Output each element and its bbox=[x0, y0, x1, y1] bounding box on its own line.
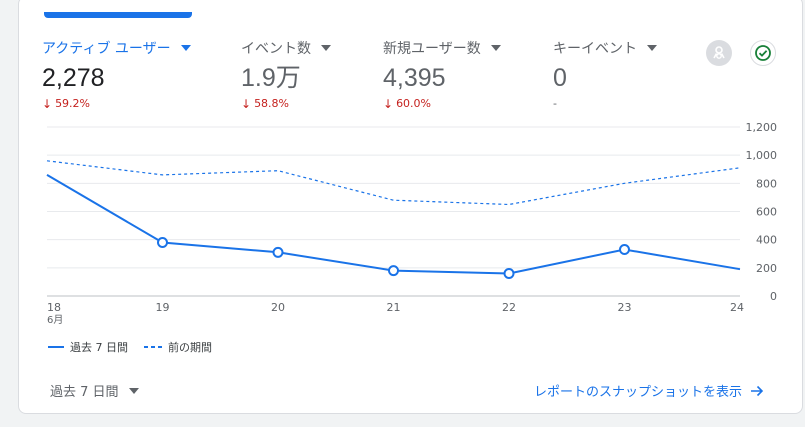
date-range-label: 過去 7 日間 bbox=[50, 385, 119, 400]
y-tick-label: 1,200 bbox=[746, 121, 778, 134]
data-point bbox=[272, 246, 284, 258]
metric-label: イベント数 bbox=[241, 38, 331, 58]
date-range-selector[interactable]: 過去 7 日間 bbox=[50, 381, 139, 400]
metric-event-count[interactable]: イベント数 1.9万 ↓ 58.8% bbox=[241, 38, 331, 110]
check-circle-icon[interactable] bbox=[750, 40, 776, 66]
legend-dashed-swatch bbox=[144, 346, 162, 348]
view-snapshot-label: レポートのスナップショットを表示 bbox=[534, 385, 743, 400]
arrow-right-icon bbox=[751, 385, 764, 396]
metric-label: アクティブ ユーザー bbox=[42, 38, 191, 58]
series-line-current bbox=[46, 174, 741, 275]
x-tick-label: 23 bbox=[618, 301, 632, 314]
data-point bbox=[503, 267, 515, 279]
caret-down-icon[interactable] bbox=[180, 45, 191, 51]
metric-value: 0 bbox=[553, 64, 567, 92]
metric-delta: - bbox=[553, 97, 557, 110]
metric-active-users[interactable]: アクティブ ユーザー 2,278 ↓ 59.2% bbox=[42, 38, 191, 110]
caret-down-icon bbox=[128, 387, 139, 394]
metric-delta: ↓ 58.8% bbox=[241, 96, 290, 111]
legend-label: 過去 7 日間 bbox=[70, 341, 128, 354]
y-tick-label: 600 bbox=[756, 206, 777, 219]
data-point bbox=[157, 236, 168, 248]
x-axis-month-label: 6月 bbox=[47, 314, 63, 326]
legend-item-current[interactable]: 過去 7 日間 bbox=[48, 339, 128, 355]
caret-down-icon[interactable] bbox=[647, 45, 657, 51]
metric-key-events[interactable]: キーイベント 0 - bbox=[553, 38, 657, 110]
x-tick-label: 18 bbox=[47, 301, 61, 314]
data-point bbox=[388, 265, 399, 277]
x-tick-label: 19 bbox=[156, 301, 170, 314]
legend-item-previous[interactable]: 前の期間 bbox=[144, 339, 212, 355]
view-snapshot-link[interactable]: レポートのスナップショットを表示 bbox=[534, 381, 764, 400]
y-tick-label: 1,000 bbox=[746, 149, 778, 162]
x-tick-label: 20 bbox=[271, 301, 285, 314]
metric-value: 4,395 bbox=[383, 64, 446, 92]
caret-down-icon[interactable] bbox=[321, 45, 331, 51]
metric-label: キーイベント bbox=[553, 38, 657, 58]
x-axis-ticks: 18 19 20 21 22 23 24 bbox=[47, 301, 744, 314]
series-points bbox=[157, 236, 630, 279]
arrow-down-icon: ↓ bbox=[241, 96, 252, 111]
line-chart: 0 200 400 600 800 1,000 1,200 18 19 20 21 22 23 24 6… bbox=[46, 121, 778, 326]
arrow-down-icon: ↓ bbox=[383, 96, 394, 111]
metric-delta: ↓ 60.0% bbox=[383, 96, 432, 111]
x-tick-label: 24 bbox=[730, 301, 744, 314]
data-point bbox=[619, 244, 630, 256]
series-line-previous bbox=[46, 160, 741, 206]
legend-label: 前の期間 bbox=[168, 341, 212, 354]
y-tick-label: 0 bbox=[770, 290, 777, 303]
metric-new-users[interactable]: 新規ユーザー数 4,395 ↓ 60.0% bbox=[383, 38, 501, 110]
metric-label: 新規ユーザー数 bbox=[383, 38, 501, 58]
metric-value: 1.9万 bbox=[241, 64, 301, 92]
x-tick-label: 22 bbox=[502, 301, 516, 314]
legend-solid-swatch bbox=[48, 346, 64, 348]
chart-legend: 過去 7 日間 前の期間 bbox=[48, 339, 212, 355]
insights-icon[interactable] bbox=[706, 40, 732, 66]
metric-value: 2,278 bbox=[42, 64, 105, 92]
y-tick-label: 400 bbox=[756, 234, 777, 247]
y-tick-label: 800 bbox=[756, 177, 777, 190]
x-tick-label: 21 bbox=[387, 301, 401, 314]
y-axis-ticks: 0 200 400 600 800 1,000 1,200 bbox=[746, 121, 778, 303]
arrow-down-icon: ↓ bbox=[42, 96, 53, 111]
active-metric-indicator bbox=[44, 12, 192, 18]
y-tick-label: 200 bbox=[756, 262, 777, 275]
overview-card bbox=[18, 0, 803, 414]
metric-delta: ↓ 59.2% bbox=[42, 96, 91, 111]
caret-down-icon[interactable] bbox=[490, 45, 501, 51]
